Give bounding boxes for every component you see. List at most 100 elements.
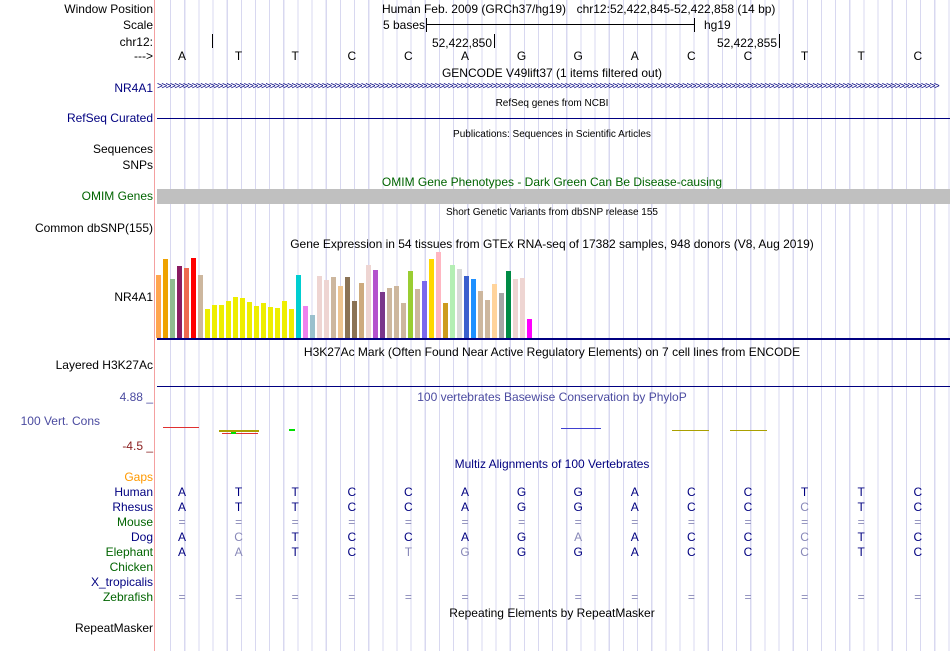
gtex-bar[interactable] bbox=[226, 301, 231, 338]
gtex-bar[interactable] bbox=[408, 271, 413, 338]
gtex-bar[interactable] bbox=[289, 309, 294, 338]
base-11: T bbox=[800, 49, 809, 63]
gtex-bar[interactable] bbox=[359, 283, 364, 338]
species-label-human[interactable]: Human bbox=[114, 485, 153, 499]
phylop-title[interactable]: 100 vertebrates Basewise Conservation by… bbox=[417, 390, 687, 404]
gtex-bar[interactable] bbox=[513, 279, 518, 338]
refseq-label[interactable]: RefSeq Curated bbox=[66, 111, 153, 125]
pubs-label-snps[interactable]: SNPs bbox=[122, 158, 153, 172]
gtex-bar[interactable] bbox=[331, 277, 336, 338]
gtex-bar[interactable] bbox=[212, 305, 217, 338]
species-label-rhesus[interactable]: Rhesus bbox=[112, 500, 153, 514]
dbsnp-label[interactable]: Common dbSNP(155) bbox=[34, 221, 153, 235]
gene-nr4a1-feature[interactable]: >>>>>>>>>>>>>>>>>>>>>>>>>>>>>>>>>>>>>>>>… bbox=[157, 81, 940, 92]
aligned-base: C bbox=[913, 545, 923, 559]
aligned-base: = bbox=[404, 590, 412, 604]
gtex-bar[interactable] bbox=[233, 297, 238, 338]
gtex-bar[interactable] bbox=[163, 259, 168, 338]
gtex-bar[interactable] bbox=[422, 281, 427, 338]
refseq-feature[interactable] bbox=[157, 118, 950, 119]
pubs-title[interactable]: Publications: Sequences in Scientific Ar… bbox=[453, 129, 651, 140]
gtex-bar[interactable] bbox=[457, 269, 462, 338]
gtex-bar[interactable] bbox=[394, 286, 399, 338]
h3k27ac-label[interactable]: Layered H3K27Ac bbox=[55, 358, 153, 372]
gtex-bar[interactable] bbox=[177, 266, 182, 338]
gtex-bar[interactable] bbox=[317, 276, 322, 338]
gtex-bar[interactable] bbox=[198, 275, 203, 338]
gtex-bar[interactable] bbox=[464, 276, 469, 338]
gtex-bar[interactable] bbox=[443, 303, 448, 338]
gtex-bar[interactable] bbox=[338, 286, 343, 338]
aligned-base: C bbox=[347, 500, 357, 514]
gtex-bar[interactable] bbox=[450, 265, 455, 338]
dbsnp-title[interactable]: Short Genetic Variants from dbSNP releas… bbox=[446, 207, 658, 218]
gtex-bar[interactable] bbox=[387, 288, 392, 338]
omim-label[interactable]: OMIM Genes bbox=[81, 189, 153, 203]
gtex-bar[interactable] bbox=[478, 291, 483, 338]
omim-title[interactable]: OMIM Gene Phenotypes - Dark Green Can Be… bbox=[381, 175, 723, 189]
multiz-title[interactable]: Multiz Alignments of 100 Vertebrates bbox=[454, 457, 650, 471]
gtex-baseline bbox=[157, 338, 950, 340]
refseq-title[interactable]: RefSeq genes from NCBI bbox=[495, 98, 609, 109]
gtex-bar[interactable] bbox=[436, 252, 441, 338]
gtex-bar[interactable] bbox=[191, 258, 196, 338]
pubs-label[interactable]: Sequences bbox=[92, 142, 153, 156]
gtex-bar[interactable] bbox=[261, 303, 266, 338]
aligned-base: G bbox=[573, 500, 583, 514]
gtex-bar[interactable] bbox=[275, 308, 280, 338]
gtex-bar[interactable] bbox=[401, 303, 406, 338]
gencode-title[interactable]: GENCODE V49lift37 (1 items filtered out) bbox=[441, 66, 663, 80]
species-label-elephant[interactable]: Elephant bbox=[105, 545, 153, 559]
repeatmasker-title[interactable]: Repeating Elements by RepeatMasker bbox=[449, 606, 655, 620]
gtex-bar[interactable] bbox=[492, 284, 497, 338]
base-3: C bbox=[347, 49, 357, 63]
aligned-base: C bbox=[687, 500, 696, 514]
aligned-base: C bbox=[800, 500, 809, 514]
gtex-bar[interactable] bbox=[184, 268, 189, 338]
aligned-base: = bbox=[461, 515, 469, 529]
gtex-bar[interactable] bbox=[170, 279, 175, 338]
gtex-bar[interactable] bbox=[415, 289, 420, 338]
gtex-title[interactable]: Gene Expression in 54 tissues from GTEx … bbox=[290, 237, 814, 251]
gtex-bar[interactable] bbox=[471, 279, 476, 338]
gtex-bar[interactable] bbox=[345, 277, 350, 338]
species-label-mouse[interactable]: Mouse bbox=[116, 515, 153, 529]
gtex-bar[interactable] bbox=[247, 302, 252, 338]
gtex-bar[interactable] bbox=[352, 301, 357, 338]
gtex-bar[interactable] bbox=[219, 305, 224, 338]
chrom-label: chr12: bbox=[119, 35, 153, 49]
gtex-bar[interactable] bbox=[380, 292, 385, 338]
gtex-bar[interactable] bbox=[310, 315, 315, 338]
gtex-bar[interactable] bbox=[527, 319, 532, 338]
gtex-bar[interactable] bbox=[240, 298, 245, 338]
species-label-zebrafish[interactable]: Zebrafish bbox=[102, 590, 153, 604]
gtex-label[interactable]: NR4A1 bbox=[114, 290, 153, 304]
gtex-bar[interactable] bbox=[429, 259, 434, 338]
species-label-x_tropicalis[interactable]: X_tropicalis bbox=[90, 575, 153, 589]
gtex-bar[interactable] bbox=[373, 270, 378, 338]
gtex-bar[interactable] bbox=[254, 306, 259, 338]
gtex-bar[interactable] bbox=[282, 301, 287, 338]
gtex-bar[interactable] bbox=[520, 278, 525, 338]
species-label-dog[interactable]: Dog bbox=[130, 530, 153, 544]
gtex-bar[interactable] bbox=[366, 265, 371, 338]
h3k27ac-title[interactable]: H3K27Ac Mark (Often Found Near Active Re… bbox=[303, 345, 801, 359]
aligned-base: C bbox=[404, 530, 413, 544]
phylop-label[interactable]: 100 Vert. Cons bbox=[20, 414, 100, 428]
species-label-chicken[interactable]: Chicken bbox=[109, 560, 153, 574]
aligned-base: = bbox=[235, 590, 243, 604]
repeatmasker-label[interactable]: RepeatMasker bbox=[74, 621, 153, 635]
gaps-label[interactable]: Gaps bbox=[124, 470, 153, 484]
gtex-bar[interactable] bbox=[296, 275, 301, 338]
gtex-bar[interactable] bbox=[324, 280, 329, 338]
gtex-bar[interactable] bbox=[506, 271, 511, 338]
omim-feature[interactable] bbox=[157, 189, 950, 204]
gtex-bar[interactable] bbox=[485, 300, 490, 338]
base-4: C bbox=[404, 49, 413, 63]
gtex-bar[interactable] bbox=[268, 307, 273, 338]
gtex-bar[interactable] bbox=[303, 306, 308, 338]
gencode-label[interactable]: NR4A1 bbox=[114, 81, 153, 95]
gtex-bar[interactable] bbox=[499, 293, 504, 338]
gtex-bar[interactable] bbox=[156, 275, 161, 338]
gtex-bar[interactable] bbox=[205, 309, 210, 338]
